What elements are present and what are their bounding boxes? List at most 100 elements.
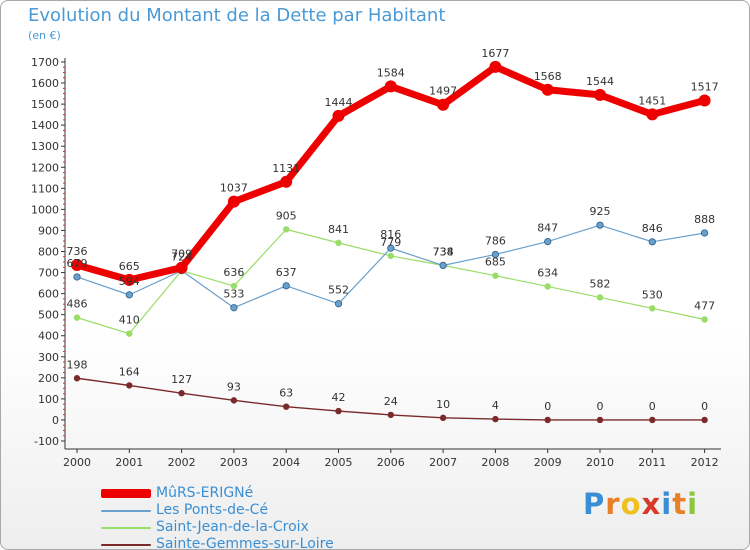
data-label: 1584 (377, 66, 405, 79)
data-point (126, 330, 133, 337)
data-point (701, 316, 708, 323)
data-point (544, 283, 551, 290)
data-point (387, 244, 395, 252)
y-tick-label: 200 (38, 372, 59, 385)
y-tick-label: 500 (38, 309, 59, 322)
data-label: 1444 (325, 96, 353, 109)
y-tick-label: 0 (52, 414, 59, 427)
logo-letter: P (583, 487, 606, 521)
data-point (230, 304, 238, 312)
data-label: 1037 (220, 182, 248, 195)
data-point (701, 416, 708, 424)
data-point (73, 314, 81, 321)
chart-title: Evolution du Montant de la Dette par Hab… (28, 5, 446, 26)
data-label: 925 (590, 205, 611, 218)
legend-swatch (101, 509, 151, 512)
x-tick-label: 2001 (115, 456, 143, 469)
data-label: 0 (544, 400, 551, 413)
data-point (387, 252, 394, 260)
x-tick-label: 2012 (691, 456, 719, 469)
data-label: 841 (328, 223, 349, 236)
legend-swatch (101, 543, 151, 546)
data-point (387, 411, 394, 419)
data-label: 1568 (534, 70, 562, 83)
data-label: 164 (119, 365, 140, 378)
line-chart: -100010020030040050060070080090010001100… (31, 47, 721, 469)
data-label: 665 (119, 260, 140, 273)
data-point (332, 109, 345, 122)
data-point (73, 273, 81, 281)
data-point (439, 414, 447, 422)
data-point (596, 294, 604, 301)
legend-swatch (101, 489, 151, 498)
data-label: 530 (642, 288, 663, 301)
x-tick-label: 2004 (272, 456, 300, 469)
data-point (544, 238, 552, 246)
chart-legend: MûRS-ERIGNé Les Ponts-de-Cé Saint-Jean-de-… (101, 485, 334, 549)
y-tick-label: 900 (38, 224, 59, 237)
legend-item: Sainte-Gemmes-sur-Loire (101, 536, 334, 549)
data-label: 847 (537, 222, 558, 235)
data-point (125, 291, 133, 299)
data-label: 1544 (586, 75, 614, 88)
data-label: 679 (67, 257, 88, 270)
y-tick-label: 800 (38, 246, 59, 259)
data-point (178, 390, 185, 397)
data-point (649, 416, 656, 424)
x-tick-label: 2007 (429, 456, 457, 469)
data-point (439, 261, 447, 269)
data-label: 582 (590, 277, 611, 290)
data-point (594, 88, 606, 101)
x-tick-label: 2011 (638, 456, 666, 469)
data-label: 533 (223, 288, 244, 301)
y-tick-label: 1400 (31, 119, 59, 132)
legend-label: Les Ponts-de-Cé (156, 502, 269, 518)
data-point (489, 60, 502, 73)
x-tick-label: 2010 (586, 456, 614, 469)
logo-letter: r (605, 487, 621, 521)
data-label: 634 (537, 266, 558, 279)
x-tick-label: 2002 (168, 456, 196, 469)
data-point (283, 226, 290, 233)
data-point (335, 239, 342, 247)
data-label: 685 (485, 256, 506, 269)
data-label: 477 (694, 300, 715, 313)
data-label: 594 (119, 275, 140, 288)
legend-item: Saint-Jean-de-la-Croix (101, 519, 334, 536)
data-point (123, 273, 136, 286)
data-point (175, 261, 188, 274)
data-label: 63 (279, 387, 293, 400)
data-label: 127 (171, 373, 192, 386)
y-tick-label: 400 (38, 330, 59, 343)
data-label: 734 (433, 245, 454, 258)
data-point (492, 272, 499, 279)
x-tick-label: 2000 (63, 456, 91, 469)
data-point (230, 397, 238, 404)
x-tick-label: 2003 (220, 456, 248, 469)
data-point (73, 375, 81, 382)
x-tick-label: 2005 (325, 456, 353, 469)
x-tick-label: 2008 (481, 456, 509, 469)
data-label: 1677 (481, 47, 509, 60)
data-label: 24 (384, 395, 398, 408)
legend-label: Saint-Jean-de-la-Croix (156, 519, 309, 535)
logo-letter: o (620, 487, 642, 521)
data-label: 724 (171, 251, 192, 264)
data-point (71, 258, 83, 271)
data-label: 0 (701, 400, 708, 413)
data-point (283, 403, 290, 410)
data-label: 93 (227, 380, 241, 393)
data-label: 738 (433, 245, 454, 258)
x-tick-label: 2009 (534, 456, 562, 469)
x-tick-label: 2006 (377, 456, 405, 469)
data-point (491, 250, 499, 259)
data-point (649, 305, 656, 312)
data-label: 636 (223, 266, 244, 279)
data-label: 846 (642, 222, 663, 235)
y-tick-label: 1000 (31, 203, 59, 216)
data-point (698, 94, 711, 107)
data-label: 637 (276, 266, 297, 279)
y-tick-label: 1100 (31, 182, 59, 195)
data-label: 552 (328, 284, 349, 297)
